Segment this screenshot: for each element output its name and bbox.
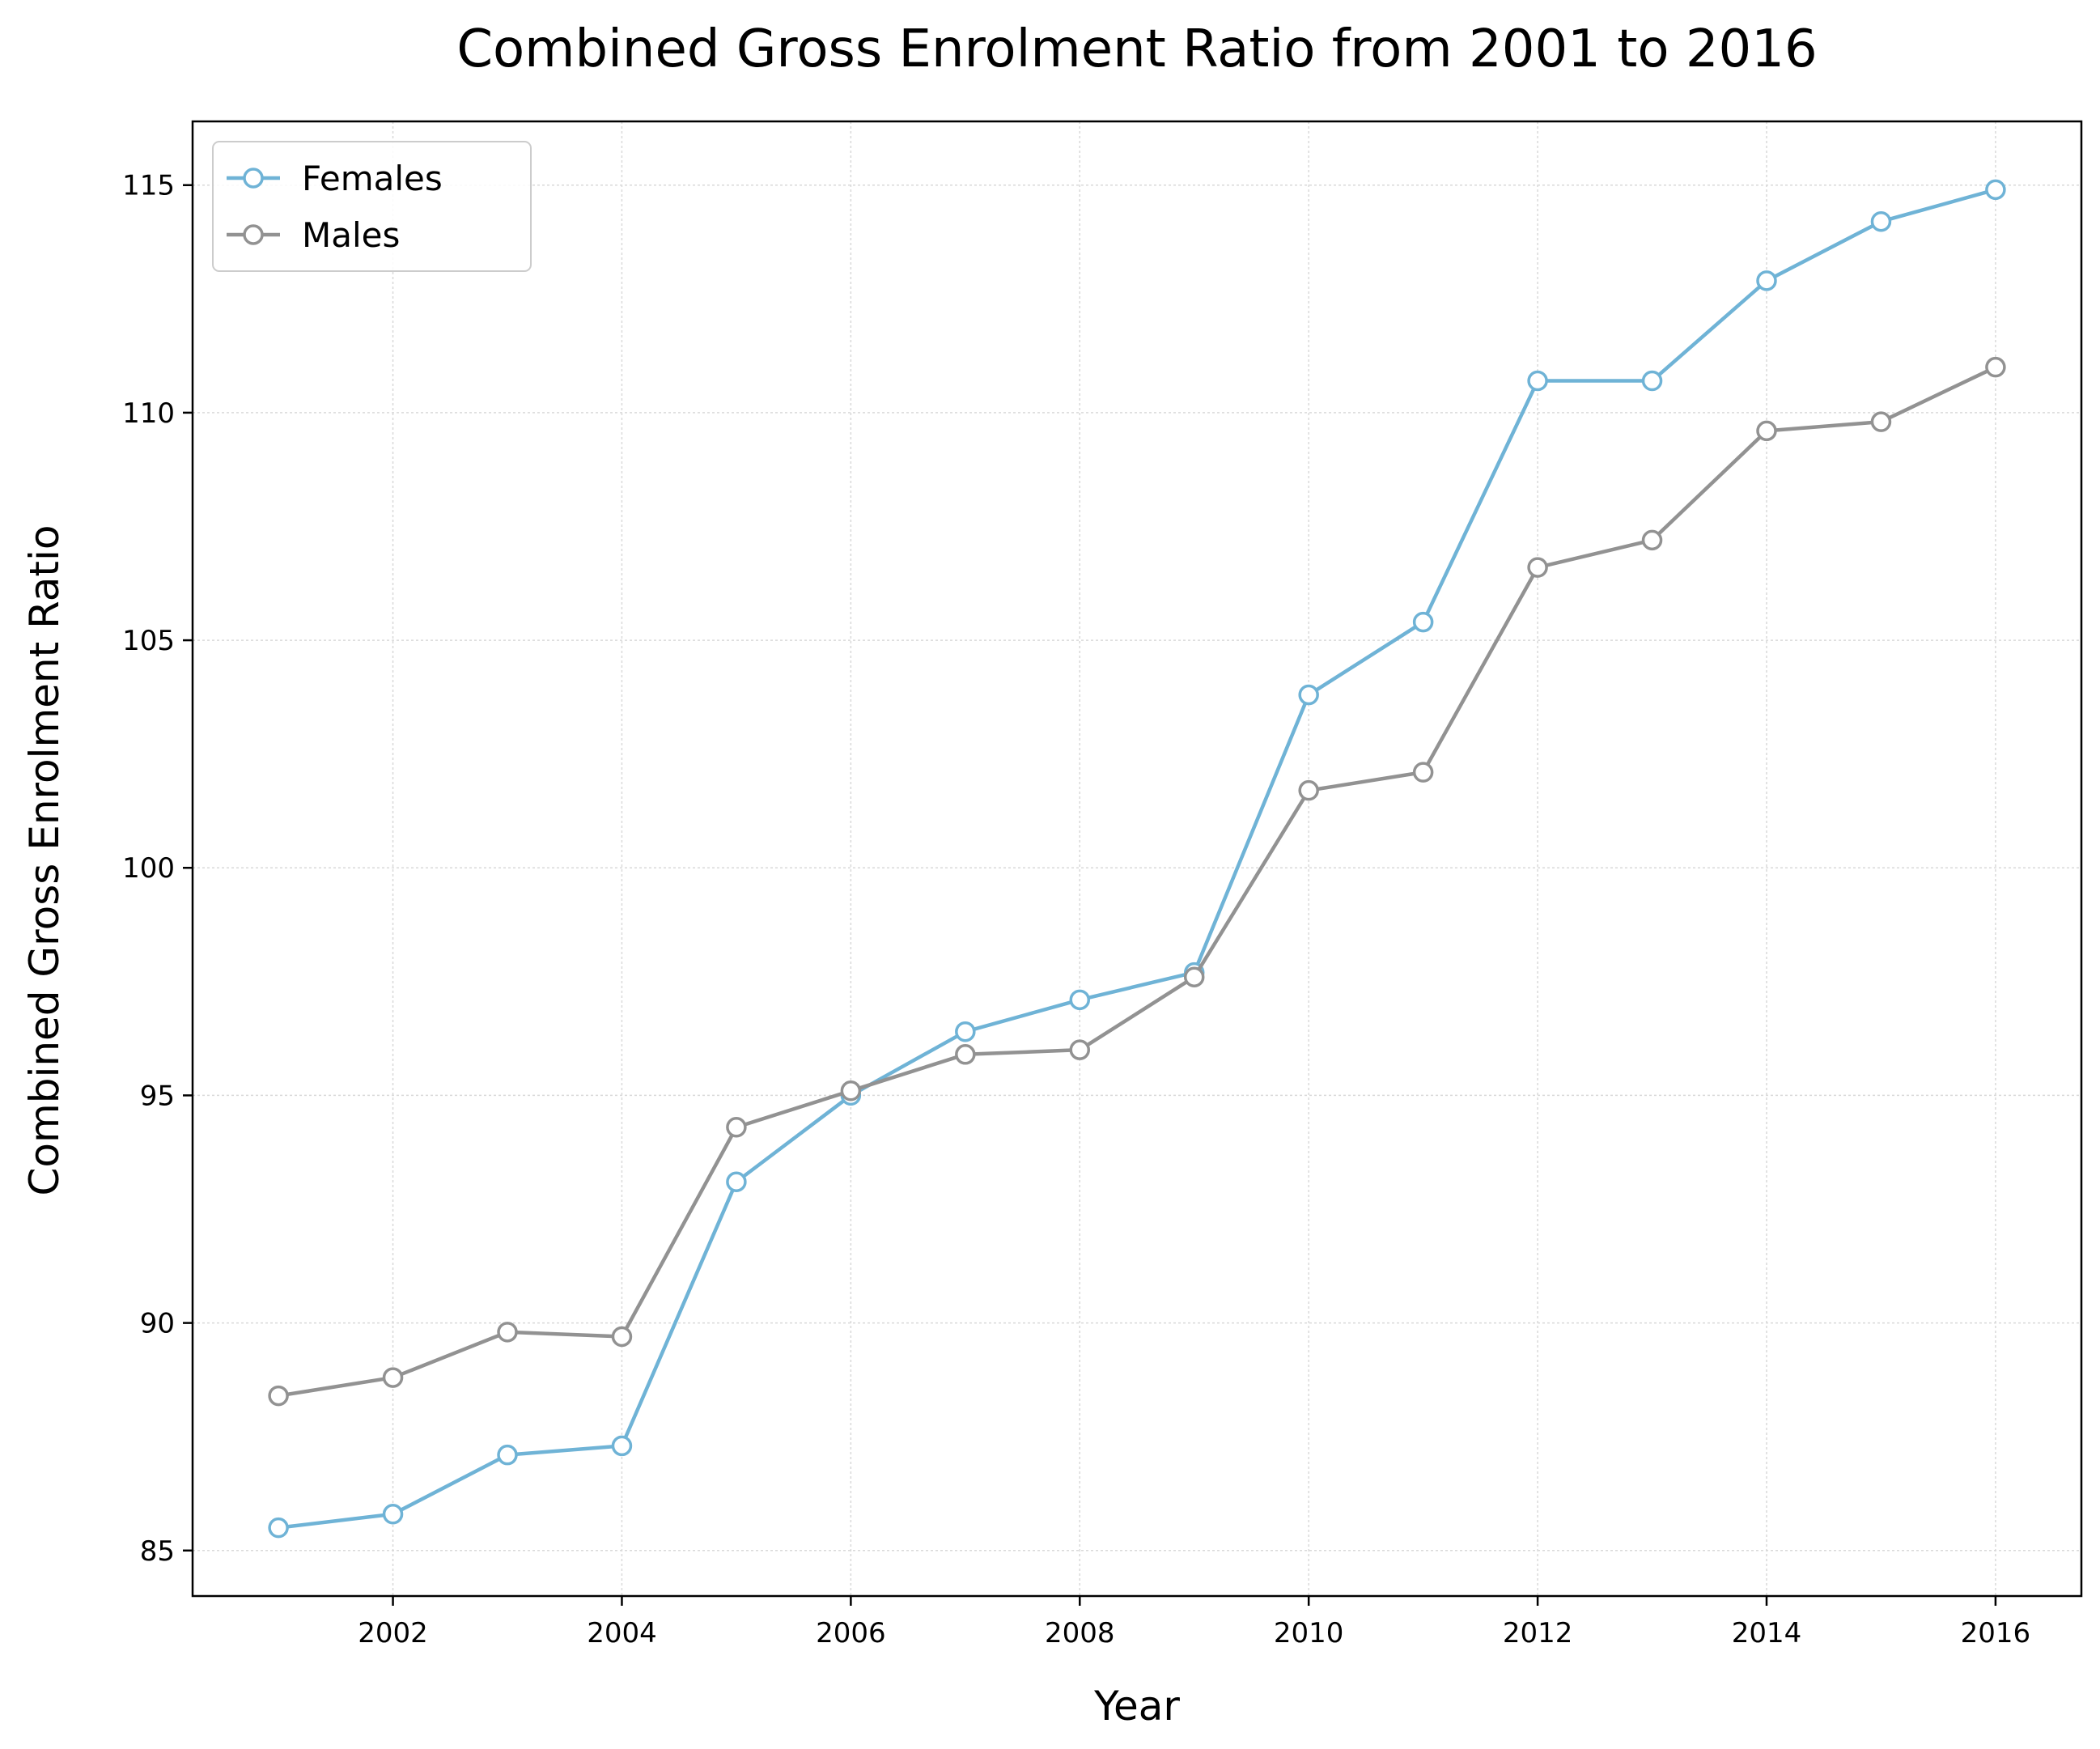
- data-point-females: [497, 1444, 518, 1466]
- x-tick-label: 2014: [1732, 1617, 1802, 1649]
- y-tick-label: 95: [140, 1080, 175, 1112]
- data-point-males: [1183, 966, 1205, 987]
- y-axis-ticks: 85 90 95 100 105 110 115: [122, 170, 193, 1568]
- x-tick-label: 2008: [1045, 1617, 1115, 1649]
- legend: Females Males: [212, 141, 532, 272]
- x-tick-label: 2010: [1274, 1617, 1344, 1649]
- x-axis-ticks: 2002 2004 2006 2008 2010 2012 2014 2016: [358, 1596, 2030, 1649]
- plot-area-frame: [191, 120, 2083, 1598]
- y-tick-label: 110: [122, 397, 175, 430]
- data-point-females: [1756, 270, 1777, 291]
- data-point-males: [1870, 411, 1892, 432]
- y-tick-label: 100: [122, 852, 175, 885]
- data-point-females: [955, 1021, 976, 1042]
- y-tick-label: 105: [122, 625, 175, 657]
- legend-label: Males: [302, 215, 400, 255]
- x-axis-label: Year: [1093, 1683, 1180, 1730]
- data-point-females: [1298, 684, 1319, 706]
- data-point-males: [1641, 529, 1663, 551]
- data-point-females: [382, 1504, 404, 1525]
- legend-item-males: Males: [227, 215, 400, 255]
- y-tick-label: 85: [140, 1535, 175, 1568]
- series-males: [268, 356, 2006, 1407]
- chart-title: Combined Gross Enrolment Ratio from 2001…: [456, 19, 1817, 79]
- data-point-females: [611, 1435, 633, 1457]
- data-point-males: [840, 1080, 862, 1102]
- y-tick-label: 115: [122, 170, 175, 202]
- data-point-males: [611, 1326, 633, 1348]
- data-point-females: [1527, 370, 1548, 392]
- y-tick-label: 90: [140, 1308, 175, 1340]
- data-point-males: [1985, 356, 2006, 378]
- data-point-females: [1069, 989, 1091, 1011]
- x-tick-label: 2012: [1503, 1617, 1573, 1649]
- x-tick-label: 2002: [358, 1617, 428, 1649]
- data-point-females: [1870, 210, 1892, 232]
- data-point-males: [1527, 557, 1548, 578]
- legend-box: [212, 141, 532, 272]
- x-tick-label: 2004: [587, 1617, 657, 1649]
- data-point-females: [1985, 179, 2006, 201]
- grid-lines: [193, 121, 2081, 1596]
- data-point-females: [726, 1171, 747, 1193]
- data-point-males: [382, 1367, 404, 1388]
- data-point-females: [268, 1517, 289, 1539]
- data-point-males: [1756, 420, 1777, 442]
- data-point-females: [1412, 611, 1434, 633]
- series-layer: [268, 179, 2006, 1539]
- legend-swatch-marker: [243, 168, 264, 189]
- data-point-males: [955, 1044, 976, 1065]
- y-axis-label: Combined Gross Enrolment Ratio: [21, 525, 68, 1196]
- series-line-females: [278, 188, 1996, 1530]
- legend-swatch-marker: [243, 224, 264, 245]
- data-point-males: [268, 1385, 289, 1407]
- data-point-males: [497, 1322, 518, 1343]
- data-point-males: [726, 1117, 747, 1138]
- data-point-males: [1298, 779, 1319, 801]
- x-tick-label: 2006: [816, 1617, 886, 1649]
- data-point-males: [1069, 1039, 1091, 1060]
- legend-item-females: Females: [227, 159, 443, 198]
- data-point-females: [1641, 370, 1663, 392]
- series-line-males: [278, 365, 1996, 1398]
- legend-label: Females: [302, 159, 443, 198]
- x-tick-label: 2016: [1961, 1617, 2031, 1649]
- data-point-males: [1412, 762, 1434, 783]
